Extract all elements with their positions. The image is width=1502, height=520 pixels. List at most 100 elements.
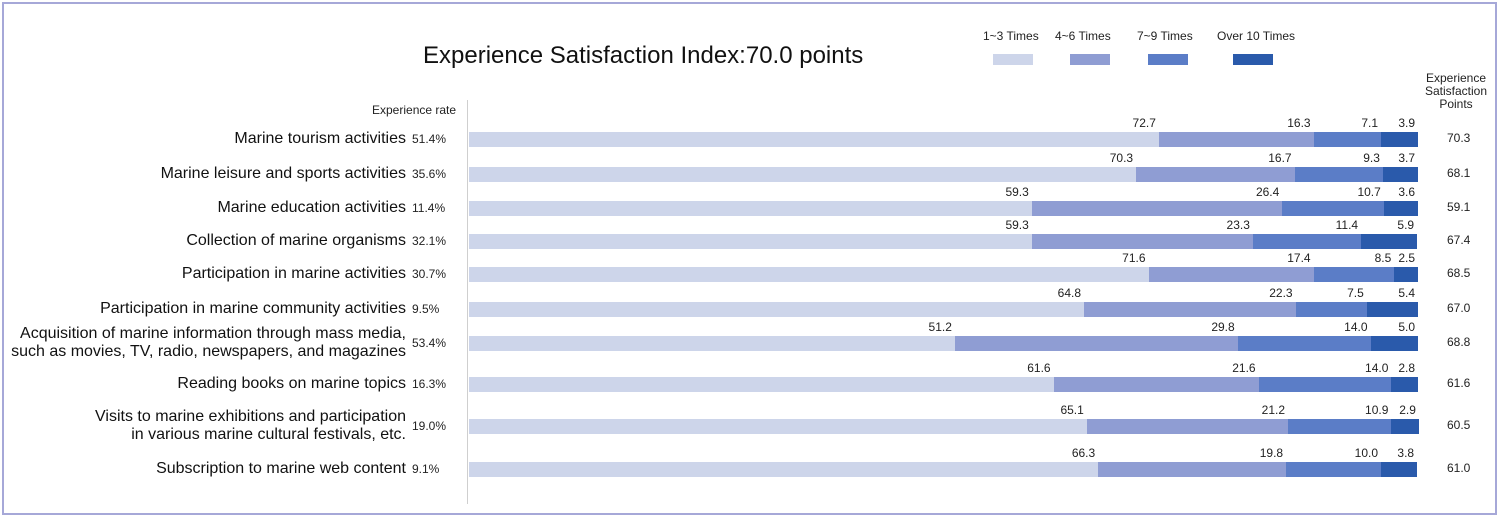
bar-value-label: 10.0 bbox=[1354, 446, 1378, 460]
satisfaction-points-label: 61.6 bbox=[1447, 375, 1471, 390]
bar-segment-4 bbox=[1381, 462, 1418, 477]
bar-value-label: 59.3 bbox=[1005, 185, 1029, 199]
category-label: Marine education activities bbox=[217, 199, 406, 217]
category-label-line: Reading books on marine topics bbox=[177, 374, 406, 392]
legend-label-3: 7~9 Times bbox=[1137, 29, 1193, 43]
category-label: Marine leisure and sports activities bbox=[161, 165, 406, 183]
bar-segment-1 bbox=[469, 302, 1084, 317]
bar-value-label: 7.5 bbox=[1347, 286, 1364, 300]
legend-label-2: 4~6 Times bbox=[1055, 29, 1111, 43]
bar-segment-2 bbox=[1031, 201, 1283, 216]
category-label: Visits to marine exhibitions and partici… bbox=[95, 408, 406, 444]
bar-value-label: 21.6 bbox=[1232, 361, 1256, 375]
category-label: Acquisition of marine information throug… bbox=[11, 325, 406, 361]
bar-segment-4 bbox=[1391, 377, 1418, 392]
bar-value-label: 2.8 bbox=[1398, 361, 1415, 375]
bar-value-label: 61.6 bbox=[1027, 361, 1051, 375]
bar-value-label: 26.4 bbox=[1255, 185, 1280, 199]
bar-value-label: 64.8 bbox=[1057, 286, 1081, 300]
satisfaction-points-label: 61.0 bbox=[1447, 460, 1471, 475]
bar-value-label: 2.9 bbox=[1399, 403, 1416, 417]
bar-value-label: 16.7 bbox=[1268, 151, 1292, 165]
bar-segment-3 bbox=[1313, 267, 1395, 282]
category-label: Participation in marine activities bbox=[182, 265, 406, 283]
points-header-line-1: Experience bbox=[1425, 71, 1487, 85]
category-label-line: Collection of marine organisms bbox=[186, 231, 406, 249]
bar-segment-2 bbox=[954, 336, 1238, 351]
experience-rate-label: 30.7% bbox=[412, 266, 447, 281]
bar-segment-3 bbox=[1294, 167, 1383, 182]
bar-value-label: 19.8 bbox=[1259, 446, 1284, 460]
bar-segment-3 bbox=[1237, 336, 1371, 351]
satisfaction-points-label: 67.0 bbox=[1447, 300, 1471, 315]
satisfaction-points-label: 68.8 bbox=[1447, 334, 1471, 349]
legend-swatch-1 bbox=[993, 54, 1033, 65]
category-label-line: Acquisition of marine information throug… bbox=[20, 324, 406, 342]
legend-label-4: Over 10 Times bbox=[1217, 29, 1296, 43]
bar-segment-4 bbox=[1394, 267, 1418, 282]
bar-segment-1 bbox=[469, 377, 1054, 392]
bar-value-label: 3.9 bbox=[1398, 116, 1415, 130]
experience-rate-label: 11.4% bbox=[412, 200, 446, 215]
bar-value-label: 3.8 bbox=[1397, 446, 1415, 460]
bar-segment-1 bbox=[469, 201, 1032, 216]
bar-value-label: 72.7 bbox=[1132, 116, 1156, 130]
bar-value-label: 23.3 bbox=[1226, 218, 1250, 232]
bar-segment-4 bbox=[1370, 336, 1418, 351]
bar-segment-4 bbox=[1383, 201, 1418, 216]
category-label: Reading books on marine topics bbox=[177, 375, 406, 393]
category-label-line: Subscription to marine web content bbox=[156, 459, 406, 477]
bar-segment-2 bbox=[1084, 302, 1296, 317]
bar-value-label: 71.6 bbox=[1122, 251, 1146, 265]
satisfaction-points-label: 68.5 bbox=[1447, 265, 1471, 280]
experience-rate-label: 19.0% bbox=[412, 418, 447, 433]
experience-rate-label: 32.1% bbox=[412, 233, 447, 248]
bar-segment-4 bbox=[1366, 302, 1418, 317]
bar-value-label: 21.2 bbox=[1261, 403, 1285, 417]
bar-value-label: 66.3 bbox=[1071, 446, 1096, 460]
satisfaction-points-label: 68.1 bbox=[1447, 165, 1471, 180]
bar-segment-1 bbox=[469, 336, 955, 351]
bar-value-label: 65.1 bbox=[1060, 403, 1084, 417]
bar-segment-1 bbox=[469, 419, 1087, 434]
bar-value-label: 8.5 bbox=[1374, 251, 1392, 265]
category-label: Subscription to marine web content bbox=[156, 460, 406, 478]
bar-value-label: 3.6 bbox=[1398, 185, 1415, 199]
bar-segment-3 bbox=[1252, 234, 1362, 249]
bar-segment-2 bbox=[1098, 462, 1287, 477]
bar-value-label: 9.3 bbox=[1363, 151, 1380, 165]
bar-value-label: 14.0 bbox=[1344, 320, 1368, 334]
points-header-line-3: Points bbox=[1439, 97, 1473, 111]
bar-value-label: 2.5 bbox=[1398, 251, 1415, 265]
legend-swatch-2 bbox=[1070, 54, 1110, 65]
category-label-line: Participation in marine community activi… bbox=[100, 299, 406, 317]
bar-segment-4 bbox=[1382, 167, 1418, 182]
experience-rate-label: 51.4% bbox=[412, 131, 447, 146]
experience-rate-label: 35.6% bbox=[412, 166, 447, 181]
category-label-line: Visits to marine exhibitions and partici… bbox=[95, 407, 406, 425]
bar-value-label: 11.4 bbox=[1335, 218, 1359, 232]
points-header: Experience Satisfaction Points bbox=[1414, 72, 1498, 111]
bar-value-label: 59.3 bbox=[1005, 218, 1029, 232]
category-label-line: such as movies, TV, radio, newspapers, a… bbox=[11, 342, 406, 360]
legend-label-1: 1~3 Times bbox=[983, 29, 1039, 43]
bar-segment-1 bbox=[469, 132, 1159, 147]
category-label: Collection of marine organisms bbox=[186, 232, 406, 250]
legend-swatch-4 bbox=[1233, 54, 1273, 65]
bar-segment-4 bbox=[1391, 419, 1419, 434]
bar-segment-2 bbox=[1158, 132, 1314, 147]
category-label-line: Marine leisure and sports activities bbox=[160, 164, 406, 182]
points-header-line-2: Satisfaction bbox=[1424, 84, 1488, 98]
bar-segment-4 bbox=[1381, 132, 1418, 147]
experience-rate-label: 9.1% bbox=[412, 461, 440, 476]
bar-segment-2 bbox=[1053, 377, 1259, 392]
bar-segment-1 bbox=[469, 267, 1149, 282]
bar-value-label: 16.3 bbox=[1287, 116, 1311, 130]
bar-value-label: 17.4 bbox=[1287, 251, 1311, 265]
bar-segment-2 bbox=[1148, 267, 1314, 282]
bar-segment-4 bbox=[1361, 234, 1418, 249]
experience-rate-label: 9.5% bbox=[412, 301, 440, 316]
category-label: Participation in marine community activi… bbox=[100, 300, 406, 318]
category-axis-line bbox=[467, 100, 468, 504]
bar-value-label: 22.3 bbox=[1269, 286, 1293, 300]
